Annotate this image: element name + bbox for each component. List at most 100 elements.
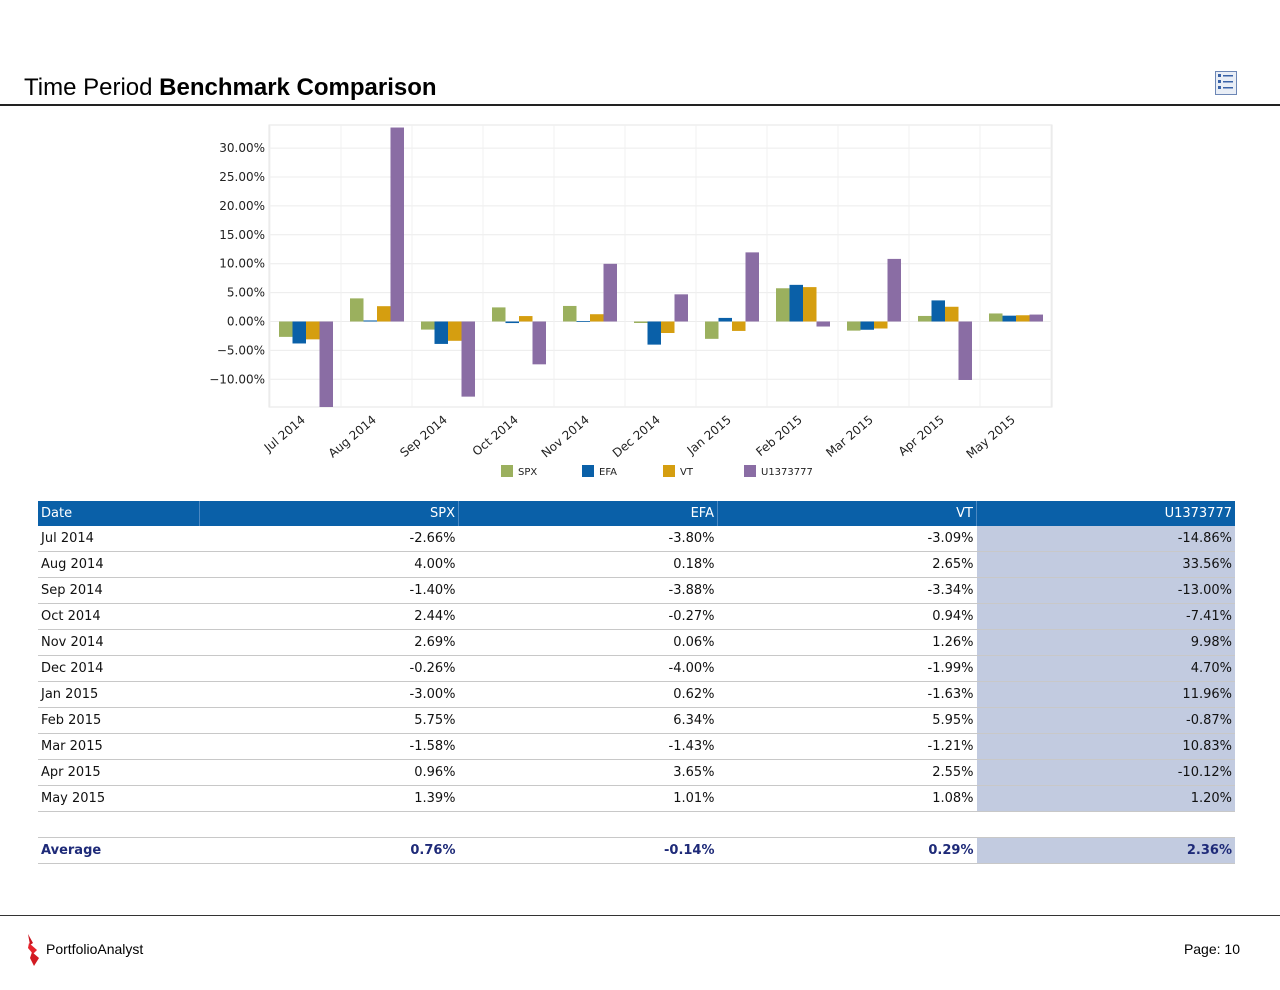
table-cell: -7.41% [976,603,1235,630]
table-cell: -13.00% [976,577,1235,604]
bar-efa-9 [931,300,945,322]
table-spacer-cell [199,811,459,838]
table-cell: May 2015 [38,785,200,812]
footer-divider [0,915,1280,916]
table-cell: 6.34% [458,707,718,734]
legend-swatch [744,465,756,477]
bar-efa-5 [647,321,661,345]
bar-vt-10 [1016,315,1030,322]
portfolioanalyst-logo-icon [24,934,42,966]
bar-vt-4 [590,314,604,322]
table-row: Aug 2014 4.00% 0.18% 2.65% 33.56% [38,551,1235,578]
bar-spx-4 [563,305,577,322]
bar-spx-10 [989,313,1003,322]
table-spacer-cell [38,811,200,838]
table-cell: -3.80% [458,526,718,552]
page-title-light: Time Period [24,74,160,101]
legend-item-spx: SPX [501,465,537,478]
table-cell: 2.36% [976,837,1235,864]
table-cell: 1.20% [976,785,1235,812]
table-cell: Feb 2015 [38,707,200,734]
y-tick-label: 25.00% [219,170,265,184]
title-divider [0,104,1280,106]
table-row: Oct 2014 2.44% -0.27% 0.94% -7.41% [38,603,1235,630]
bar-efa-0 [292,321,306,344]
table-cell: 0.18% [458,551,718,578]
table-cell: Oct 2014 [38,603,200,630]
legend-label: EFA [599,467,617,478]
table-row: Jul 2014 -2.66% -3.80% -3.09% -14.86% [38,526,1235,552]
table-spacer-cell [976,811,1235,838]
table-cell: 1.39% [199,785,459,812]
bar-vt-0 [306,321,320,340]
bar-spx-3 [492,307,506,322]
bar-u1373777-1 [390,127,404,322]
y-tick-label: 30.00% [219,141,265,155]
bar-spx-5 [634,321,648,324]
footer-brand: PortfolioAnalyst [46,941,144,957]
x-tick-label: May 2015 [964,413,1018,462]
column-header-vt: VT [717,501,977,526]
table-cell: -0.27% [458,603,718,630]
y-tick-label: 0.00% [227,315,265,329]
x-tick-label: Sep 2014 [397,413,450,460]
table-row: Dec 2014 -0.26% -4.00% -1.99% 4.70% [38,655,1235,682]
table-cell: 3.65% [458,759,718,786]
y-tick-label: 15.00% [219,228,265,242]
table-cell: -1.21% [717,733,977,760]
table-cell: 0.76% [199,837,459,864]
column-header-spx: SPX [199,501,459,526]
y-tick-label: 5.00% [227,286,265,300]
table-cell: 10.83% [976,733,1235,760]
bar-u1373777-9 [958,321,972,380]
table-cell: 5.75% [199,707,459,734]
table-cell: -4.00% [458,655,718,682]
table-average-row: Average 0.76% -0.14% 0.29% 2.36% [38,837,1235,864]
y-tick-label: 10.00% [219,257,265,271]
bar-u1373777-0 [319,321,333,407]
table-row: Feb 2015 5.75% 6.34% 5.95% -0.87% [38,707,1235,734]
page-title-bold: Benchmark Comparison [159,74,437,101]
table-cell: 11.96% [976,681,1235,708]
table-cell: 0.62% [458,681,718,708]
bar-efa-4 [576,321,590,322]
bar-u1373777-4 [603,263,617,322]
x-tick-label: Jul 2014 [261,413,308,456]
bar-vt-2 [448,321,462,341]
legend-swatch [501,465,513,477]
report-document-icon[interactable] [1215,71,1237,95]
legend-swatch [582,465,594,477]
bar-vt-7 [803,287,817,322]
table-cell: 5.95% [717,707,977,734]
table-cell: Aug 2014 [38,551,200,578]
y-tick-label: 20.00% [219,199,265,213]
table-row: Sep 2014 -1.40% -3.88% -3.34% -13.00% [38,577,1235,604]
x-tick-label: Feb 2015 [753,413,805,459]
table-cell: 4.70% [976,655,1235,682]
table-cell: Jul 2014 [38,526,200,552]
table-header-row: Date SPX EFA VT U1373777 [38,501,1235,526]
table-cell: Apr 2015 [38,759,200,786]
table-cell: -3.34% [717,577,977,604]
x-tick-label: Jan 2015 [684,413,734,458]
benchmark-table: Date SPX EFA VT U1373777 Jul 2014 -2.66% -… [38,501,1235,864]
bar-efa-6 [718,317,732,322]
bar-efa-8 [860,321,874,330]
table-cell: Nov 2014 [38,629,200,656]
x-tick-label: Aug 2014 [326,413,379,461]
bar-spx-2 [421,321,435,330]
table-cell: Dec 2014 [38,655,200,682]
bar-u1373777-7 [816,321,830,327]
bar-u1373777-8 [887,258,901,322]
table-cell: -10.12% [976,759,1235,786]
table-cell: -1.43% [458,733,718,760]
table-cell: 0.94% [717,603,977,630]
legend-label: VT [680,467,694,478]
table-cell: Sep 2014 [38,577,200,604]
table-cell: -14.86% [976,526,1235,552]
table-cell: Average [38,837,200,864]
bar-vt-6 [732,321,746,331]
table-cell: 0.96% [199,759,459,786]
bar-spx-1 [350,298,364,322]
x-tick-label: Apr 2015 [896,413,947,459]
